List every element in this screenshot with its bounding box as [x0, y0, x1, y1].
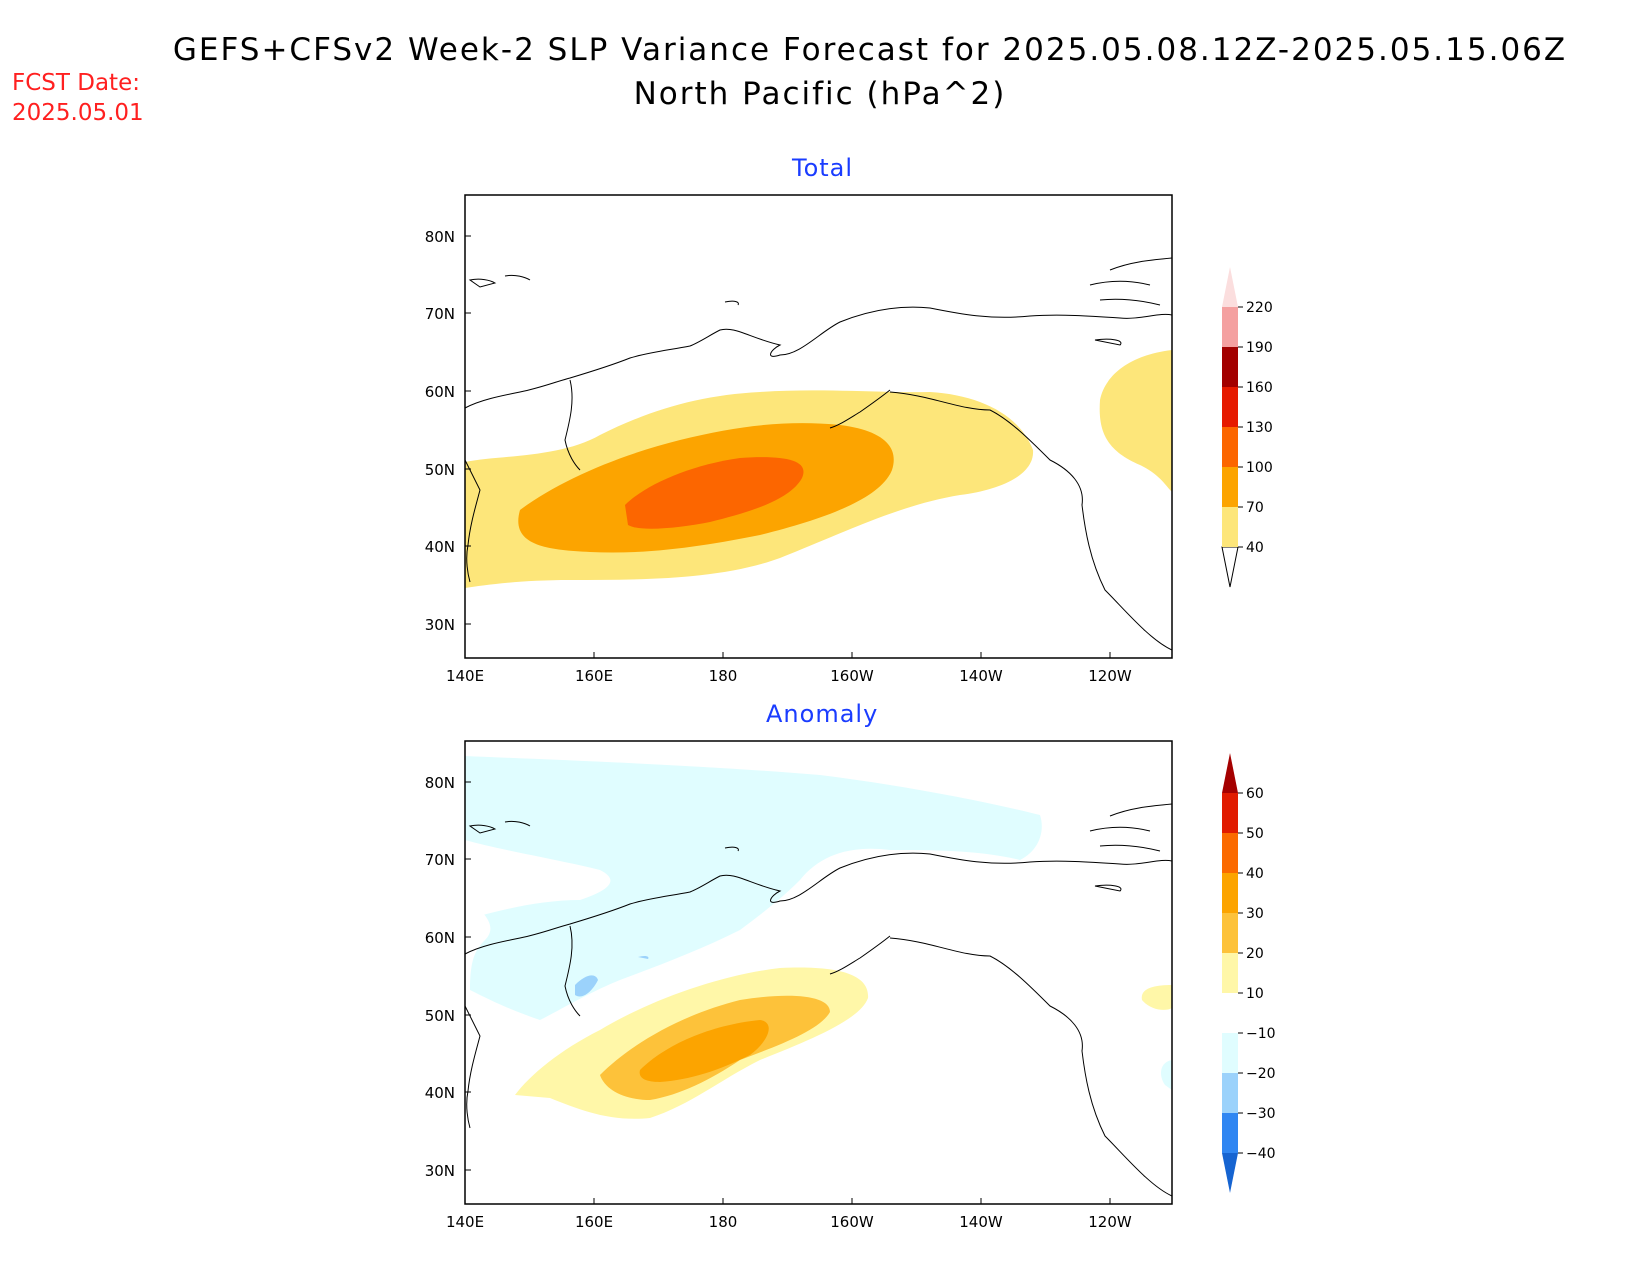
cb-anom-neutral — [1222, 993, 1238, 1033]
forecast-date-label: FCST Date: — [12, 70, 140, 96]
y-tick-30n: 30N — [425, 1162, 455, 1180]
shade-anom-neg10 — [465, 756, 1042, 1020]
y-tick-50n: 50N — [425, 1007, 455, 1025]
x-tick-140e: 140E — [446, 667, 484, 685]
cb-total-label-130: 130 — [1246, 420, 1273, 436]
x-tick-120w: 120W — [1088, 1213, 1132, 1231]
cb-anom-label-20: 20 — [1246, 946, 1264, 962]
shade-anom-10-east — [1141, 985, 1172, 1010]
cb-total-70 — [1222, 467, 1238, 507]
shade-total-100 — [625, 457, 804, 529]
x-tick-120w: 120W — [1088, 667, 1132, 685]
total-colorbar: 220 190 160 130 100 70 40 — [1221, 267, 1273, 588]
cb-anom-50 — [1222, 793, 1238, 833]
shade-anom-neg10-b — [465, 840, 611, 920]
anomaly-map-frame — [464, 740, 1173, 1205]
shade-anom-30 — [639, 1020, 769, 1082]
cb-anom-30 — [1222, 873, 1238, 913]
cb-total-100 — [1222, 427, 1238, 467]
cb-anom-label-neg10: −10 — [1246, 1026, 1276, 1042]
anomaly-axes — [464, 781, 1111, 1204]
anomaly-shading — [465, 756, 1172, 1119]
panel-title-anomaly: Anomaly — [766, 700, 879, 728]
shade-anom-neg20-b — [638, 955, 649, 959]
cb-anom-neg30 — [1222, 1113, 1238, 1153]
y-tick-60n: 60N — [425, 929, 455, 947]
total-map-frame — [464, 194, 1173, 659]
cb-anom-label-40: 40 — [1246, 866, 1264, 882]
cb-anom-label-neg30: −30 — [1246, 1106, 1276, 1122]
y-tick-50n: 50N — [425, 461, 455, 479]
cb-anom-neg20 — [1222, 1073, 1238, 1113]
y-tick-30n: 30N — [425, 616, 455, 634]
shade-anom-neg20 — [575, 975, 598, 997]
cb-anom-label-60: 60 — [1246, 786, 1264, 802]
cb-anom-label-30: 30 — [1246, 906, 1264, 922]
shade-anom-neg10-east — [1160, 1060, 1172, 1090]
cb-total-label-220: 220 — [1246, 300, 1273, 316]
total-shading — [465, 350, 1172, 588]
x-tick-160e: 160E — [575, 1213, 613, 1231]
main-title-line2: North Pacific (hPa^2) — [633, 76, 1007, 112]
y-tick-70n: 70N — [425, 305, 455, 323]
anomaly-colorbar: 60 50 40 30 20 10 −10 −20 −30 −40 — [1222, 753, 1276, 1193]
x-tick-140e: 140E — [446, 1213, 484, 1231]
cb-total-190 — [1222, 307, 1238, 347]
y-tick-80n: 80N — [425, 774, 455, 792]
x-tick-180: 180 — [709, 1213, 738, 1231]
cb-total-130 — [1222, 387, 1238, 427]
cb-total-label-100: 100 — [1246, 460, 1273, 476]
cb-anom-40 — [1222, 833, 1238, 873]
cb-anom-top-arrow — [1222, 753, 1238, 793]
main-title-line1: GEFS+CFSv2 Week-2 SLP Variance Forecast … — [172, 32, 1568, 68]
cb-total-top-arrow — [1222, 267, 1238, 307]
cb-anom-label-10: 10 — [1246, 986, 1264, 1002]
cb-total-label-70: 70 — [1246, 500, 1264, 516]
cb-total-160 — [1222, 347, 1238, 387]
x-tick-160w: 160W — [830, 667, 874, 685]
cb-anom-20 — [1222, 913, 1238, 953]
cb-anom-label-50: 50 — [1246, 826, 1264, 842]
x-tick-140w: 140W — [959, 1213, 1003, 1231]
y-tick-60n: 60N — [425, 383, 455, 401]
panel-title-total: Total — [792, 154, 854, 182]
y-tick-40n: 40N — [425, 538, 455, 556]
anomaly-coastlines — [465, 803, 1172, 1197]
total-coastlines — [465, 257, 1172, 651]
cb-total-label-160: 160 — [1246, 380, 1273, 396]
cb-anom-neg10 — [1222, 1033, 1238, 1073]
x-tick-160w: 160W — [830, 1213, 874, 1231]
forecast-date-value: 2025.05.01 — [12, 100, 144, 126]
x-tick-180: 180 — [709, 667, 738, 685]
y-tick-70n: 70N — [425, 851, 455, 869]
cb-anom-label-neg40: −40 — [1246, 1146, 1276, 1162]
cb-anom-10 — [1222, 953, 1238, 993]
total-axes — [464, 235, 1111, 658]
cb-anom-bottom-arrow — [1222, 1153, 1238, 1193]
shade-total-40-east — [1099, 350, 1172, 492]
y-tick-80n: 80N — [425, 228, 455, 246]
cb-total-label-40: 40 — [1246, 540, 1264, 556]
x-tick-160e: 160E — [575, 667, 613, 685]
cb-total-40 — [1222, 507, 1238, 547]
cb-anom-label-neg20: −20 — [1246, 1066, 1276, 1082]
x-tick-140w: 140W — [959, 667, 1003, 685]
cb-total-label-190: 190 — [1246, 340, 1273, 356]
y-tick-40n: 40N — [425, 1084, 455, 1102]
